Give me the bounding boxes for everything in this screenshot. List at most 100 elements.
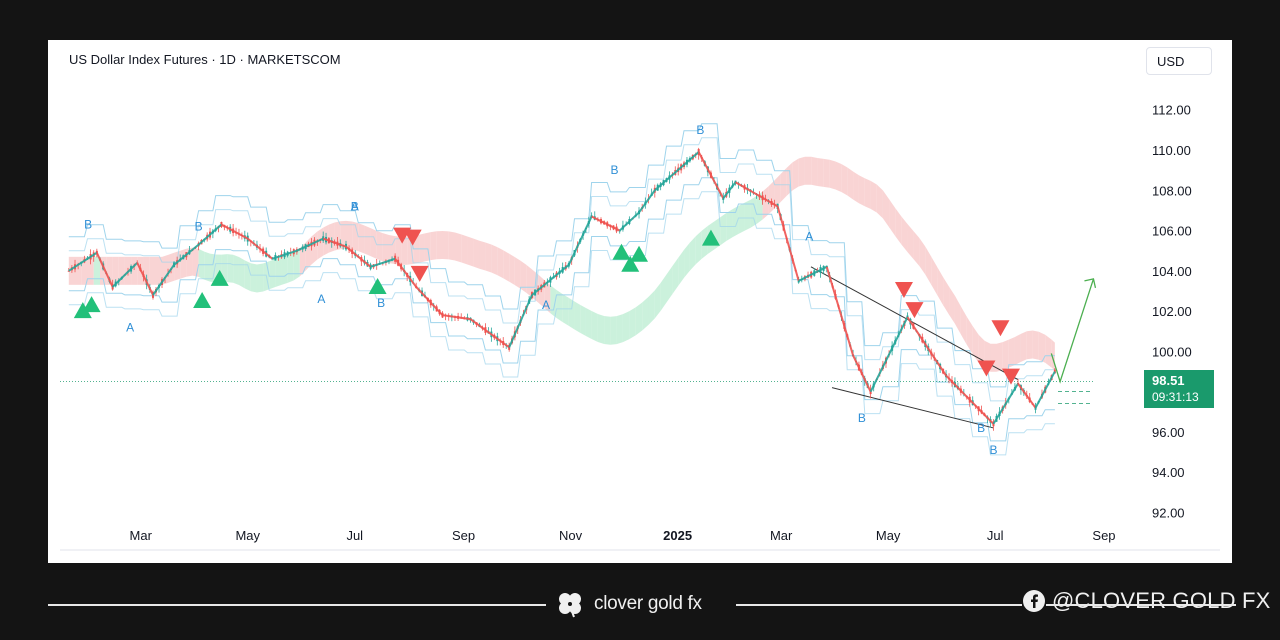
cloud-segment [937, 266, 944, 306]
cloud-segment [672, 257, 679, 295]
cloud-segment [1014, 333, 1021, 365]
cloud-segment [275, 256, 282, 287]
cloud-segment [287, 252, 294, 283]
y-axis-tick-label: 106.00 [1152, 224, 1192, 239]
cloud-segment [1045, 334, 1052, 368]
swing-line [152, 264, 175, 296]
chart-title: US Dollar Index Futures · 1D · MARKETSCO… [69, 52, 341, 67]
cloud-segment [835, 161, 842, 193]
wave-label: B [610, 163, 618, 177]
cloud-segment [666, 266, 673, 303]
cloud-segment [370, 228, 377, 259]
wave-label: A [351, 199, 359, 213]
cloud-segment [1032, 330, 1039, 360]
x-axis-tick-label: Mar [770, 528, 793, 543]
cloud-segment [358, 223, 365, 254]
swing-line [852, 354, 872, 393]
x-axis-tick-label: Sep [1092, 528, 1115, 543]
cloud-segment [823, 158, 830, 188]
cloud-segment [853, 171, 859, 204]
swing-line [95, 252, 114, 288]
wave-label: B [195, 220, 203, 234]
cloud-segment [695, 230, 702, 265]
cloud-segment [629, 307, 636, 340]
swing-line [825, 266, 855, 356]
footer-divider-left [48, 604, 546, 606]
x-axis-tick-label: Jul [987, 528, 1004, 543]
sell-signal-triangle [410, 265, 429, 282]
y-axis-tick-label: 96.00 [1152, 425, 1185, 440]
cloud-segment [436, 230, 443, 260]
candle-body [271, 258, 274, 260]
cloud-segment [949, 286, 955, 324]
candle-body [67, 270, 70, 272]
cloud-segment [732, 205, 739, 238]
sell-signal-triangle [894, 281, 913, 298]
buy-signal-triangle [210, 269, 229, 286]
cloud-segment [654, 282, 661, 319]
swing-line [638, 189, 656, 214]
swing-line [992, 383, 1019, 425]
currency-button[interactable]: USD [1146, 47, 1212, 75]
cloud-segment [186, 247, 193, 277]
cloud-segment [919, 238, 926, 275]
cloud-segment [221, 254, 228, 283]
cloud-segment [112, 256, 119, 285]
cloud-segment [744, 199, 751, 231]
cloud-segment [293, 248, 300, 281]
projection-arrow-line [1050, 278, 1095, 384]
y-axis-tick-label: 92.00 [1152, 506, 1185, 521]
swing-line [591, 215, 621, 232]
cloud-segment [192, 247, 199, 277]
cloud-segment [87, 256, 94, 285]
swing-line [197, 223, 223, 246]
cloud-segment [792, 158, 799, 191]
swing-line [798, 265, 828, 282]
cloud-segment [1008, 336, 1015, 368]
wave-label: A [542, 298, 550, 312]
x-axis-tick-label: May [876, 528, 901, 543]
sell-signal-triangle [403, 229, 422, 246]
wave-label: B [858, 411, 866, 425]
cloud-segment [901, 216, 908, 253]
cloud-segment [503, 250, 510, 282]
axis-layer: 112.00 110.00 108.00 106.00 104.00 102.00 100.… [60, 103, 1220, 551]
wave-label: A [317, 292, 325, 306]
cloud-segment [473, 238, 480, 269]
cloud-segment [756, 191, 763, 225]
projection-arrow-head [1084, 278, 1097, 289]
sell-signal-triangle [991, 320, 1010, 337]
brand-name: clover gold fx [594, 593, 702, 614]
x-axis-tick-label: Nov [559, 528, 583, 543]
cloud-segment [227, 254, 234, 283]
cloud-segment [913, 231, 920, 267]
y-axis-tick-label: 112.00 [1152, 103, 1191, 118]
cloud-segment [244, 260, 251, 292]
swing-line [370, 257, 396, 268]
cloud-segment [509, 253, 515, 286]
candle-body [618, 230, 621, 232]
swing-line [394, 258, 417, 288]
lower-trendline [831, 387, 994, 429]
cloud-segment [568, 297, 575, 330]
swing-line [567, 216, 593, 266]
clover-logo-icon [559, 593, 581, 618]
cloud-segment [419, 233, 425, 263]
swing-line [1017, 383, 1037, 409]
swing-line [735, 181, 779, 208]
candle-body [151, 292, 154, 298]
wave-label: B [696, 123, 704, 137]
cloud-segment [238, 257, 245, 289]
cloud-segment [1002, 339, 1009, 371]
footer-divider-right [736, 604, 1022, 606]
swing-line [296, 237, 324, 252]
buy-signal-triangle [368, 277, 387, 294]
cloud-segment [972, 326, 979, 363]
cloud-segment [430, 231, 437, 261]
wave-label: B [977, 421, 985, 435]
swing-line [619, 211, 640, 232]
cloud-segment [376, 230, 383, 262]
wave-label: B [989, 443, 997, 457]
cloud-segment [829, 159, 836, 190]
